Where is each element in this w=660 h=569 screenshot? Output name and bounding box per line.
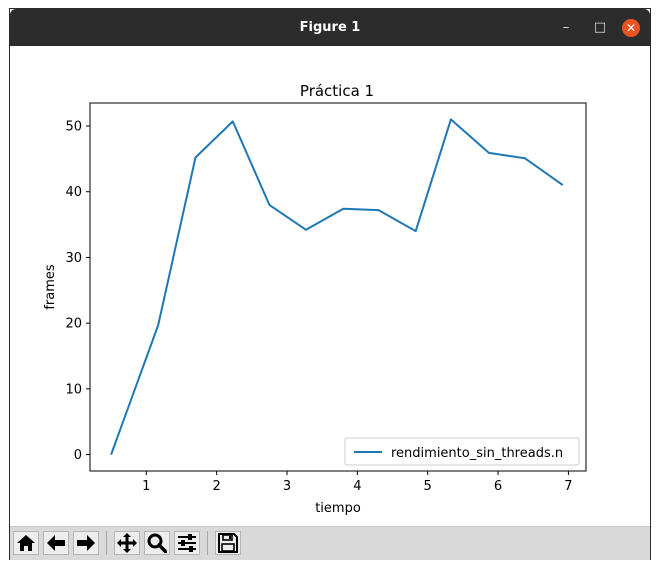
x-tick-label: 3 [283, 479, 291, 494]
legend: rendimiento_sin_threads.n [344, 437, 580, 466]
x-tick-label: 6 [494, 479, 502, 494]
title-bar[interactable]: Figure 1 – □ ✕ [10, 9, 650, 46]
toolbar-separator [207, 531, 208, 555]
figure-window: Figure 1 – □ ✕ Práctica 1 1 2 3 4 5 6 7 0 10 20 3… [9, 8, 651, 560]
configure-subplots-button[interactable] [174, 531, 200, 555]
forward-button[interactable] [73, 531, 99, 555]
y-tick-label: 40 [65, 185, 82, 200]
navigation-toolbar [10, 526, 650, 560]
sliders-icon [178, 534, 196, 552]
arrow-right-icon [77, 535, 95, 551]
plot-area [89, 102, 587, 472]
y-tick-label: 0 [74, 448, 82, 463]
maximize-button[interactable]: □ [593, 20, 607, 35]
x-tick-label: 4 [353, 479, 361, 494]
zoom-button[interactable] [144, 531, 170, 555]
series-line [110, 118, 564, 455]
x-axis-label: tiempo [315, 501, 361, 516]
y-tick-label: 30 [65, 251, 82, 266]
y-axis-label: frames [43, 264, 58, 310]
y-tick-label: 50 [65, 120, 82, 135]
home-icon [17, 535, 35, 551]
close-button[interactable]: ✕ [622, 19, 640, 37]
chart-title: Práctica 1 [300, 82, 374, 100]
toolbar-separator [106, 531, 107, 555]
x-tick-label: 5 [424, 479, 432, 494]
y-tick-label: 10 [65, 382, 82, 397]
home-button[interactable] [13, 531, 39, 555]
legend-entry: rendimiento_sin_threads.n [391, 446, 563, 461]
y-tick-label: 20 [65, 317, 82, 332]
x-tick-label: 1 [142, 479, 150, 494]
move-icon [117, 533, 137, 553]
magnifier-icon [147, 533, 167, 553]
save-button[interactable] [215, 531, 241, 555]
x-tick-label: 2 [212, 479, 220, 494]
pan-button[interactable] [114, 531, 140, 555]
legend-box [344, 437, 580, 466]
floppy-disk-icon [218, 533, 238, 553]
line-chart: Práctica 1 1 2 3 4 5 6 7 0 10 20 30 40 50 tiempo fr… [43, 82, 587, 516]
x-tick-label: 7 [564, 479, 572, 494]
arrow-left-icon [47, 535, 65, 551]
minimize-button[interactable]: – [562, 20, 570, 35]
window-title: Figure 1 [299, 20, 361, 35]
figure-canvas[interactable]: Práctica 1 1 2 3 4 5 6 7 0 10 20 30 40 50 tiempo fr… [10, 46, 650, 526]
back-button[interactable] [43, 531, 69, 555]
